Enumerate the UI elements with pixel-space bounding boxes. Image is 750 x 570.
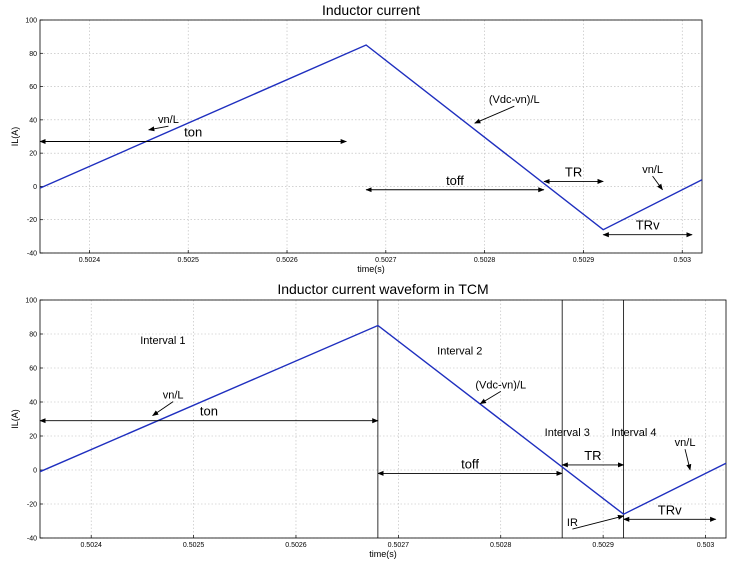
c0-span-label-3: ton: [184, 124, 202, 139]
c0-y-tick-label-5: 60: [29, 84, 37, 91]
c0-annotation-pointer-2: [652, 175, 663, 191]
c1-x-axis-label: time(s): [369, 549, 397, 559]
c0-y-tick-label-7: 100: [25, 18, 37, 25]
c0-annotation-label-2: vn/L: [642, 164, 663, 176]
c1-x-tick-label-5: 0.5029: [592, 542, 614, 549]
c1-span-label-8: ton: [200, 404, 218, 419]
c0-title: Inductor current: [322, 2, 420, 18]
c1-span-label-10: TR: [584, 448, 601, 463]
c1-y-tick-label-4: 40: [29, 400, 37, 407]
c0-y-tick-label-4: 40: [29, 117, 37, 124]
c1-annotation-label-6: vn/L: [675, 437, 696, 449]
c1-annotation-label-4: vn/L: [163, 390, 184, 402]
c0-series-line-0: [39, 44, 703, 231]
chart-inductor-current: Inductor current 0.5024 0.5025 0.5026 0.5027…: [10, 2, 703, 274]
c1-annotation-label-7: IR: [567, 517, 578, 529]
c0-x-axis-label: time(s): [357, 264, 385, 274]
c1-annotation-label-5: (Vdc-vn)/L: [475, 379, 526, 391]
c0-span-label-5: TR: [565, 164, 582, 179]
c0-y-tick-label-3: 20: [29, 151, 37, 158]
c0-annotation-label-0: vn/L: [158, 114, 179, 126]
c0-x-tick-label-2: 0.5026: [276, 257, 298, 264]
c0-span-label-6: TRv: [636, 218, 660, 233]
c0-y-tick-label-0: -40: [27, 251, 37, 258]
c1-x-tick-label-6: 0.503: [697, 542, 715, 549]
c1-x-tick-label-4: 0.5028: [490, 542, 512, 549]
c1-annotation-label-3: Interval 4: [611, 427, 656, 439]
c1-annotation-pointer-7: [572, 514, 625, 530]
c0-x-tick-label-0: 0.5024: [79, 257, 101, 264]
c1-span-label-11: TRv: [658, 502, 682, 517]
c0-span-label-4: toff: [446, 173, 464, 188]
c1-y-tick-label-6: 80: [29, 332, 37, 339]
c1-title: Inductor current waveform in TCM: [277, 281, 488, 297]
c1-y-axis-label: IL(A): [10, 409, 20, 429]
c1-annotation-label-1: Interval 2: [437, 345, 482, 357]
c0-y-axis-label: IL(A): [10, 127, 20, 147]
c1-y-tick-label-0: -40: [27, 536, 37, 543]
c0-x-tick-label-1: 0.5025: [177, 257, 199, 264]
c1-y-tick-label-7: 100: [25, 298, 37, 305]
c1-y-tick-label-3: 20: [29, 434, 37, 441]
c1-x-tick-label-1: 0.5025: [183, 542, 205, 549]
c0-annotation-pointer-1: [474, 105, 515, 124]
c1-x-tick-label-0: 0.5024: [80, 542, 102, 549]
c0-y-tick-label-1: -20: [27, 217, 37, 224]
c1-annotation-label-2: Interval 3: [545, 427, 590, 439]
c0-y-tick-label-6: 80: [29, 51, 37, 58]
c1-annotation-pointer-4: [152, 401, 174, 416]
c0-plot-frame: [39, 19, 703, 254]
chart-inductor-current-tcm: Inductor current waveform in TCM 0.5024 0.…: [10, 281, 727, 559]
c1-annotation-pointer-6: [684, 449, 692, 471]
c1-y-tick-label-1: -20: [27, 502, 37, 509]
c1-series-line-0: [39, 324, 727, 516]
c1-y-tick-label-2: 0: [33, 468, 37, 475]
c0-y-tick-label-2: 0: [33, 184, 37, 191]
c0-annotation-pointer-0: [148, 125, 169, 132]
c0-x-tick-label-6: 0.503: [673, 257, 691, 264]
c1-span-label-9: toff: [461, 456, 479, 471]
c1-x-tick-label-3: 0.5027: [388, 542, 410, 549]
c1-y-tick-label-5: 60: [29, 366, 37, 373]
c0-x-tick-label-4: 0.5028: [474, 257, 496, 264]
c0-x-tick-label-5: 0.5029: [573, 257, 595, 264]
c0-x-tick-label-3: 0.5027: [375, 257, 397, 264]
c0-annotation-label-1: (Vdc-vn)/L: [489, 94, 540, 106]
c1-annotation-label-0: Interval 1: [140, 335, 185, 347]
c1-x-tick-label-2: 0.5026: [285, 542, 307, 549]
c1-annotation-pointer-5: [479, 391, 501, 405]
